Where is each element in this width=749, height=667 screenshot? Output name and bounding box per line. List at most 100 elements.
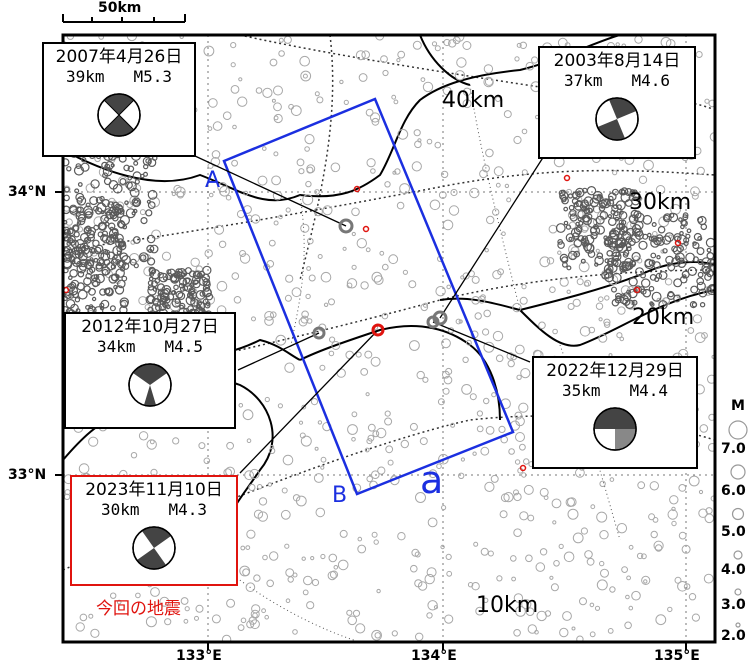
epicenter-marker (538, 321, 546, 330)
epicenter-marker (598, 199, 608, 208)
epicenter-marker (63, 226, 70, 235)
epicenter-marker (604, 295, 610, 301)
epicenter-marker (586, 185, 597, 196)
epicenter-marker (521, 128, 528, 135)
epicenter-marker (491, 392, 497, 398)
epicenter-marker (612, 170, 618, 176)
epicenter-marker (611, 251, 622, 262)
epicenter-marker (253, 574, 261, 582)
epicenter-marker (612, 258, 622, 268)
epicenter-marker (143, 171, 149, 177)
epicenter-marker (483, 397, 490, 405)
epicenter-marker (667, 509, 678, 520)
epicenter-marker (572, 298, 581, 307)
epicenter-marker (589, 602, 595, 608)
epicenter-marker (133, 198, 139, 204)
epicenter-marker (301, 556, 306, 561)
epicenter-marker (563, 220, 569, 226)
epicenter-marker (427, 517, 438, 528)
epicenter-marker (590, 231, 598, 240)
epicenter-marker (651, 222, 657, 228)
epicenter-marker (625, 261, 634, 270)
epicenter-marker (316, 96, 324, 104)
epicenter-marker (370, 112, 381, 123)
epicenter-marker (149, 439, 155, 445)
epicenter-marker (621, 266, 627, 273)
epicenter-marker (328, 298, 335, 306)
epicenter-marker (440, 170, 449, 179)
epicenter-marker (343, 99, 349, 106)
epicenter-marker (638, 175, 648, 185)
epicenter-marker (621, 262, 627, 267)
epicenter-marker (513, 489, 519, 496)
epicenter-marker (90, 247, 97, 254)
epicenter-marker (95, 264, 104, 272)
mechanism-box-2022: 2022年12月29日 35km M4.4 (532, 356, 698, 469)
epicenter-marker (314, 91, 320, 97)
epicenter-marker (550, 583, 559, 592)
epicenter-marker (111, 254, 122, 265)
epicenter-marker (329, 570, 339, 579)
epicenter-marker (627, 238, 636, 247)
epicenter-marker (680, 224, 685, 230)
epicenter-marker (475, 606, 485, 616)
epicenter-marker (396, 201, 405, 210)
epicenter-marker (697, 259, 704, 266)
epicenter-marker (400, 439, 409, 449)
epicenter-marker (699, 302, 706, 308)
epicenter-marker (373, 275, 384, 285)
epicenter-marker (109, 305, 116, 312)
epicenter-marker (677, 581, 688, 592)
epicenter-marker (656, 297, 662, 303)
epicenter-marker (535, 562, 546, 572)
epicenter-marker (285, 207, 291, 213)
epicenter-marker (99, 302, 105, 308)
epicenter-marker (422, 376, 429, 383)
epicenter-marker (167, 268, 176, 277)
epicenter-marker (66, 227, 76, 237)
epicenter-marker (525, 554, 533, 563)
mechanism-box-2012: 2012年10月27日 34km M4.5 (64, 312, 236, 429)
mechanism-box-2023-current: 2023年11月10日 30km M4.3 (70, 475, 238, 586)
epicenter-marker (371, 117, 380, 126)
epicenter-marker (76, 221, 82, 226)
epicenter-marker (63, 245, 73, 256)
epicenter-marker (302, 589, 309, 596)
epicenter-marker (393, 99, 399, 105)
epicenter-marker (513, 593, 524, 603)
epicenter-marker (75, 163, 82, 170)
epicenter-marker (133, 160, 139, 166)
epicenter-marker (351, 437, 356, 442)
epicenter-marker (471, 582, 480, 591)
epicenter-marker (257, 511, 268, 522)
epicenter-marker (198, 442, 206, 450)
epicenter-marker (625, 594, 630, 600)
epicenter-marker (117, 279, 126, 289)
epicenter-marker (466, 339, 472, 346)
epicenter-marker (577, 217, 582, 222)
epicenter-marker (147, 201, 156, 210)
epicenter-marker (90, 179, 100, 189)
epicenter-marker (315, 507, 326, 518)
epicenter-marker (571, 626, 576, 631)
epicenter-marker (445, 553, 452, 561)
epicenter-marker (669, 495, 679, 505)
epicenter-marker (516, 374, 522, 380)
epicenter-marker (527, 624, 537, 634)
epicenter-marker (626, 246, 632, 252)
epicenter-marker (576, 190, 582, 196)
epicenter-marker (95, 244, 104, 253)
epicenter-marker (273, 115, 279, 121)
epicenter-marker (492, 208, 500, 216)
epicenter-marker (285, 568, 295, 577)
epicenter-marker (429, 199, 441, 211)
epicenter-marker (620, 189, 627, 196)
depth-label-40km: 40km (442, 88, 505, 113)
epicenter-marker (549, 286, 556, 294)
epicenter-marker (77, 213, 87, 223)
epicenter-marker (157, 283, 166, 292)
epicenter-marker (472, 451, 477, 456)
epicenter-marker (266, 579, 275, 588)
epicenter-marker (339, 79, 344, 85)
epicenter-marker (415, 492, 426, 503)
